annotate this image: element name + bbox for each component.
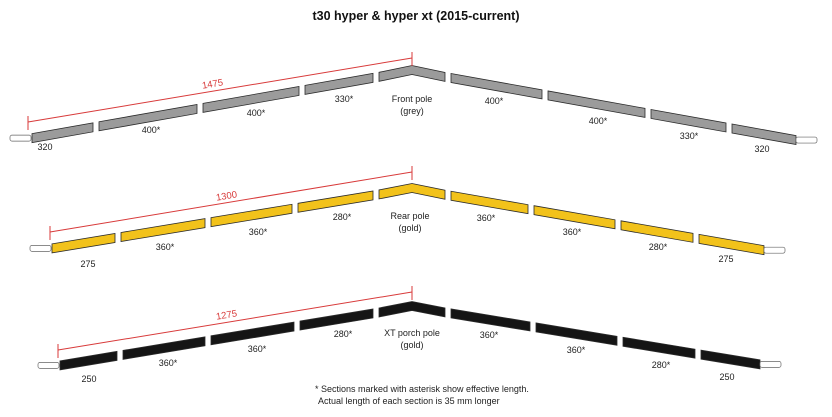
pole-section — [51, 233, 116, 254]
pole-color: (grey) — [400, 106, 424, 116]
pole-section — [700, 349, 761, 370]
pole-name: Rear pole — [390, 211, 429, 221]
pole-section — [31, 122, 94, 144]
section-label: 280* — [649, 242, 668, 252]
pole-section — [122, 336, 206, 360]
diagram-title: t30 hyper & hyper xt (2015-current) — [312, 9, 519, 23]
pole-section — [533, 205, 616, 230]
footnote-line-1: * Sections marked with asterisk show eff… — [315, 384, 529, 394]
pole-xt-porch: 1275 XT porch pole (gold) 250 360* 360* … — [37, 286, 782, 384]
section-label: 360* — [248, 344, 267, 354]
section-label: 275 — [718, 254, 733, 264]
section-label: 400* — [142, 125, 161, 135]
section-label: 360* — [567, 345, 586, 355]
section-label: 330* — [335, 94, 354, 104]
pole-section — [210, 321, 295, 346]
pole-section — [297, 190, 374, 213]
pole-section — [547, 90, 646, 118]
section-label: 320 — [37, 142, 52, 152]
pole-end-tip — [759, 361, 782, 368]
overall-length-label: 1300 — [215, 189, 238, 203]
section-label: 360* — [480, 330, 499, 340]
pole-section — [698, 233, 765, 256]
section-label: 330* — [680, 131, 699, 141]
section-label: 280* — [652, 360, 671, 370]
dimension-line: 1275 — [57, 286, 413, 358]
apex-hub — [378, 183, 446, 200]
dimension-line: 1300 — [49, 166, 413, 240]
pole-section — [650, 108, 727, 133]
section-label: 360* — [563, 227, 582, 237]
apex-hub — [378, 65, 446, 82]
section-label: 360* — [159, 358, 178, 368]
section-label: 400* — [485, 96, 504, 106]
pole-section — [450, 308, 531, 332]
pole-section — [620, 220, 694, 243]
apex-hub — [378, 301, 446, 318]
pole-color: (gold) — [400, 340, 423, 350]
pole-section — [59, 350, 118, 371]
footnote-line-2: Actual length of each section is 35 mm l… — [318, 396, 500, 406]
pole-section — [299, 308, 374, 331]
pole-section — [210, 203, 293, 228]
pole-end-tip — [9, 134, 32, 142]
pole-section — [731, 123, 797, 146]
overall-length-label: 1275 — [215, 308, 238, 322]
pole-color: (gold) — [398, 223, 421, 233]
dimension-line: 1475 — [27, 52, 413, 130]
pole-section — [202, 85, 300, 113]
section-label: 400* — [589, 116, 608, 126]
section-label: 250 — [81, 374, 96, 384]
section-label: 360* — [477, 213, 496, 223]
section-label: 360* — [156, 242, 175, 252]
pole-end-tip — [795, 136, 818, 144]
section-label: 400* — [247, 108, 266, 118]
pole-section — [98, 103, 198, 132]
section-label: 275 — [80, 259, 95, 269]
section-label: 360* — [249, 227, 268, 237]
pole-section — [120, 218, 206, 242]
pole-front: 1475 Front pole (grey) 320 400* 400* 330… — [9, 52, 818, 154]
pole-name: Front pole — [392, 94, 433, 104]
section-label: 280* — [333, 212, 352, 222]
section-label: 250 — [719, 372, 734, 382]
pole-end-tip — [37, 362, 60, 369]
pole-end-tip — [763, 246, 786, 254]
pole-end-tip — [29, 245, 52, 252]
pole-section — [535, 322, 618, 346]
pole-name: XT porch pole — [384, 328, 440, 338]
pole-section — [304, 72, 374, 95]
pole-section — [450, 73, 543, 100]
overall-length-label: 1475 — [201, 77, 224, 91]
section-label: 320 — [754, 144, 769, 154]
pole-section — [450, 190, 529, 215]
section-label: 280* — [334, 329, 353, 339]
pole-rear: 1300 Rear pole (gold) 275 360* 360* 280*… — [29, 166, 786, 269]
pole-section — [622, 336, 696, 359]
